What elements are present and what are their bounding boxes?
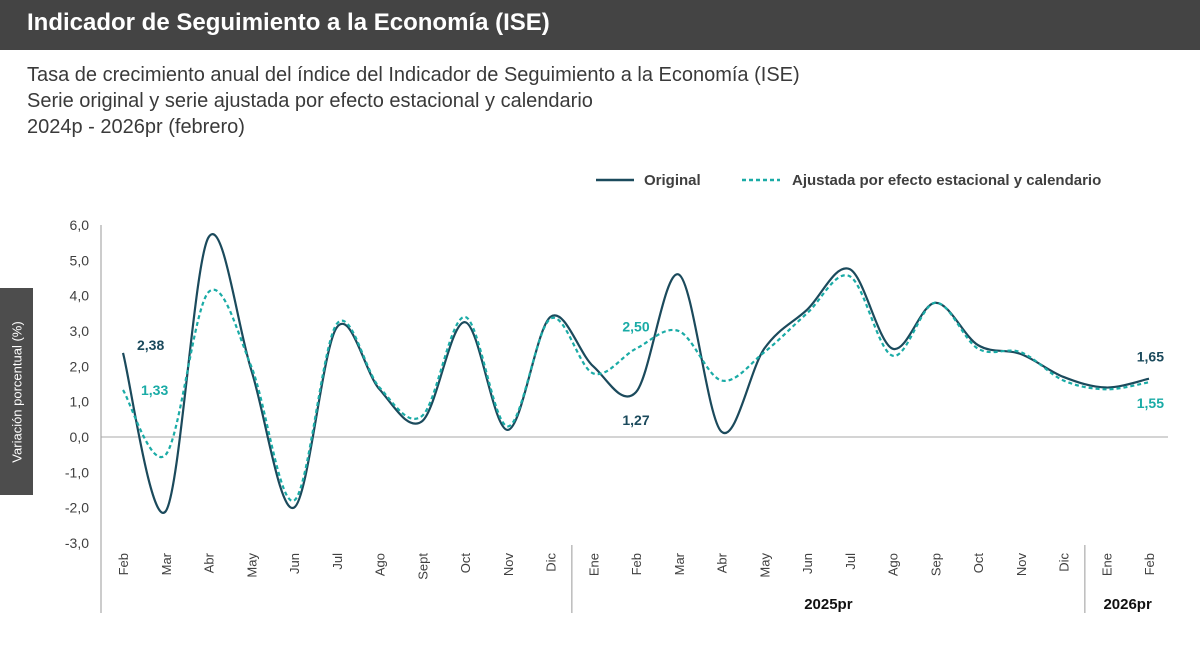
header-bar: Indicador de Seguimiento a la Economía (… bbox=[0, 0, 1200, 50]
x-tick-label: Mar bbox=[672, 552, 687, 575]
x-tick-label: Mar bbox=[159, 552, 174, 575]
legend-label-original: Original bbox=[644, 172, 701, 189]
legend: Original Ajustada por efecto estacional … bbox=[596, 172, 1101, 189]
legend-label-ajustada: Ajustada por efecto estacional y calenda… bbox=[792, 172, 1101, 189]
y-tick-label: -2,0 bbox=[65, 500, 89, 516]
data-label: 1,65 bbox=[1137, 349, 1164, 365]
x-tick-label: Dic bbox=[544, 553, 559, 572]
x-tick-label: Oct bbox=[458, 553, 473, 574]
y-tick-label: 5,0 bbox=[70, 252, 90, 268]
subtitle-block: Tasa de crecimiento anual del índice del… bbox=[27, 62, 800, 140]
x-tick-label: Oct bbox=[971, 553, 986, 574]
x-tick-label: Feb bbox=[629, 553, 644, 575]
year-label: 2025pr bbox=[804, 596, 853, 613]
y-tick-label: 6,0 bbox=[70, 217, 90, 233]
data-label: 1,55 bbox=[1137, 395, 1164, 411]
y-tick-label: 4,0 bbox=[70, 288, 90, 304]
series-lines bbox=[121, 233, 1150, 514]
series-line-ajustada bbox=[122, 274, 1150, 502]
axes: 6,0 5,0 4,0 3,0 2,0 1,0 0,0 -1,0 -2,0 -3,0 Feb Mar A… bbox=[65, 217, 1168, 613]
x-tick-label: May bbox=[757, 553, 772, 578]
x-tick-label: Feb bbox=[116, 553, 131, 575]
data-labels: 2,38 1,33 2,50 1,27 1,65 1,55 bbox=[137, 319, 1164, 428]
x-tick-label: Ene bbox=[1099, 553, 1114, 576]
y-tick-label: 2,0 bbox=[70, 358, 90, 374]
y-tick-label: 0,0 bbox=[70, 429, 90, 445]
x-tick-label: Sep bbox=[928, 553, 943, 576]
x-tick-label: Jul bbox=[330, 553, 345, 570]
year-label: 2026pr bbox=[1103, 596, 1152, 613]
y-tick-label: -3,0 bbox=[65, 535, 89, 551]
data-label: 1,27 bbox=[622, 412, 649, 428]
subtitle-line-3: 2024p - 2026pr (febrero) bbox=[27, 116, 245, 138]
x-tick-label: Abr bbox=[715, 552, 730, 573]
x-tick-label: Ene bbox=[586, 553, 601, 576]
data-label: 2,50 bbox=[622, 319, 649, 335]
data-label: 2,38 bbox=[137, 337, 164, 353]
y-tick-label: -1,0 bbox=[65, 464, 89, 480]
x-tick-label: Ago bbox=[373, 553, 388, 576]
x-tick-label: Jun bbox=[287, 553, 302, 574]
subtitle-line-1: Tasa de crecimiento anual del índice del… bbox=[27, 64, 800, 86]
x-tick-label: Ago bbox=[886, 553, 901, 576]
y-axis-label-box: Variación porcentual (%) bbox=[0, 288, 33, 495]
x-tick-label: Jun bbox=[800, 553, 815, 574]
x-tick-label: Sept bbox=[415, 553, 430, 580]
data-label: 1,33 bbox=[141, 382, 168, 398]
x-tick-label: Abr bbox=[202, 552, 217, 573]
y-tick-label: 3,0 bbox=[70, 323, 90, 339]
subtitle-line-2: Serie original y serie ajustada por efec… bbox=[27, 90, 593, 112]
x-tick-label: Dic bbox=[1057, 553, 1072, 572]
page-title: Indicador de Seguimiento a la Economía (… bbox=[27, 9, 550, 36]
x-tick-label: Feb bbox=[1142, 553, 1157, 575]
x-tick-label: Nov bbox=[1014, 553, 1029, 577]
series-line-original bbox=[121, 233, 1150, 514]
x-tick-label: May bbox=[244, 553, 259, 578]
y-tick-label: 1,0 bbox=[70, 394, 90, 410]
x-tick-label: Nov bbox=[501, 553, 516, 577]
x-tick-label: Jul bbox=[843, 553, 858, 570]
